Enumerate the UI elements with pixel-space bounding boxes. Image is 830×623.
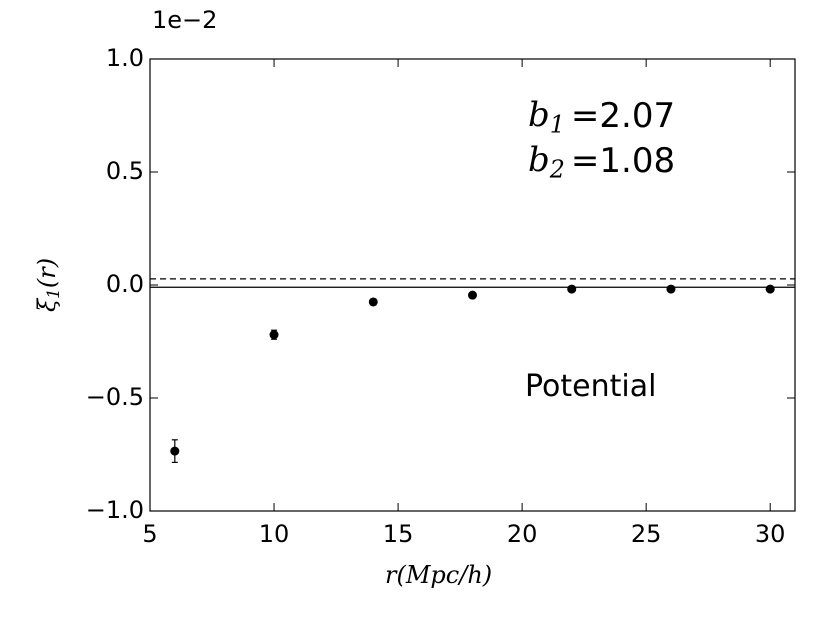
y-tick-label: −1.0 [86,496,144,524]
subscript: 1 [550,110,565,138]
x-tick-label: 5 [142,520,157,548]
symbol: b [528,140,550,180]
y-axis-label: ξ1(r) [33,258,63,312]
x-tick-label: 15 [383,520,414,548]
y-tick-label: 0.5 [106,157,144,185]
point [269,330,279,340]
x-tick-label: 25 [631,520,662,548]
annotation: b2 =1.08 [528,140,675,183]
y-tick-label: 0.0 [106,270,144,298]
symbol: ξ [33,297,61,312]
point [170,446,180,456]
x-axis-label: r(Mpc/h) [385,561,492,589]
text: (r) [33,258,61,288]
point [368,297,378,307]
text: Potential [525,369,656,404]
x-tick-label: 30 [755,520,786,548]
annotation: Potential [525,369,656,404]
annotation: b1 =2.07 [528,95,675,138]
point [666,284,676,294]
point [468,290,477,300]
subscript: 1 [43,288,63,299]
point [567,284,577,294]
symbol: b [528,95,550,135]
plot-frame [149,58,796,512]
offset-text: 1e−2 [152,6,217,34]
text: =1.08 [571,141,675,181]
text: =2.07 [571,96,675,136]
y-tick-label: −0.5 [86,383,144,411]
point [765,284,775,294]
y-tick-label: 1.0 [106,44,144,72]
subscript: 2 [549,155,565,183]
x-tick-label: 10 [259,520,290,548]
symbol: r [385,561,398,589]
text: (Mpc/h) [396,561,492,589]
x-tick-label: 20 [507,520,538,548]
